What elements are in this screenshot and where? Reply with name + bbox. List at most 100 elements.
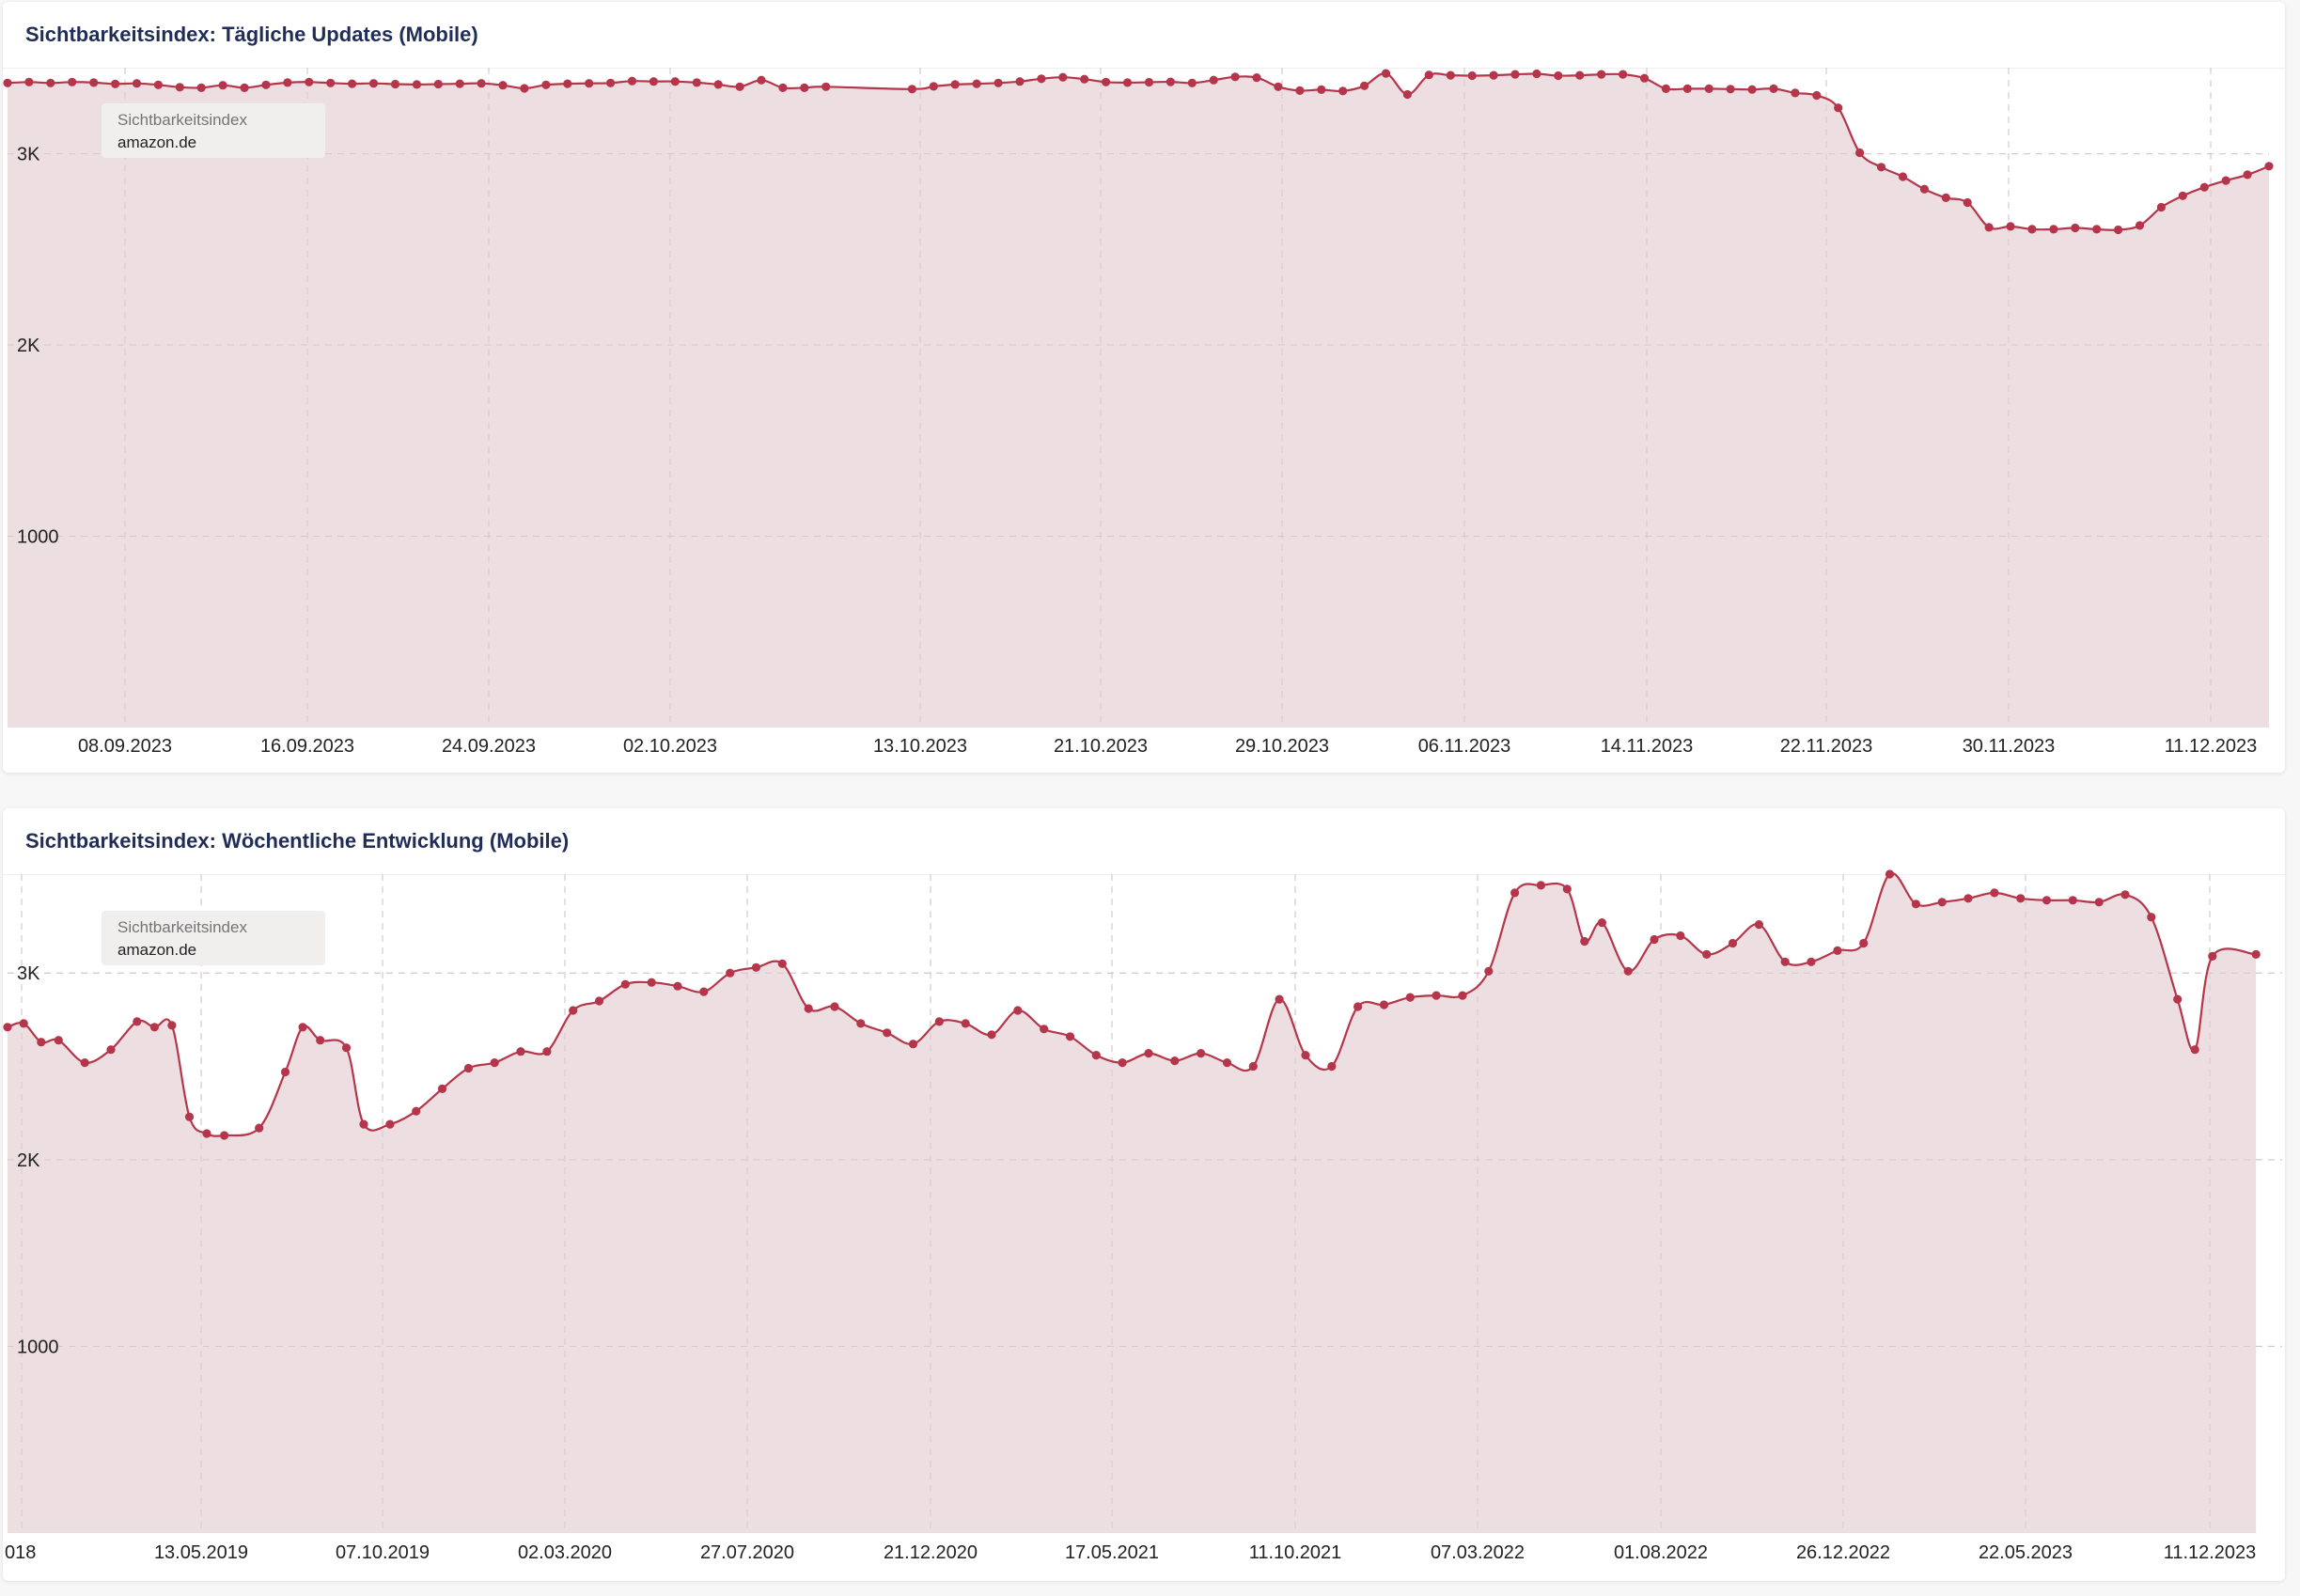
data-point [326,78,336,87]
data-point [620,979,630,989]
data-point [3,1023,12,1032]
data-point [1402,89,1412,100]
data-point [1964,894,1973,903]
data-point [1381,69,1391,78]
x-tick-label: 11.12.2023 [2165,736,2258,757]
data-point [89,78,99,87]
title-divider [3,68,2285,69]
grid-overlay [8,68,2269,728]
data-point [800,83,809,92]
data-point [1619,70,1628,79]
grid-overlay [8,874,2282,1533]
data-point [1458,991,1467,1000]
series-area [8,72,2269,728]
x-tick-label: 17.05.2021 [1065,1542,1159,1563]
x-tick-label: 24.09.2023 [442,736,536,757]
data-point [1510,70,1520,79]
data-point [751,962,761,972]
data-point [1898,172,1908,181]
data-point [994,78,1003,87]
data-point [735,82,744,91]
y-tick-label: 1000 [17,527,59,548]
data-point [1222,1058,1232,1068]
y-axis-labels: 1000 2K 3K [17,963,59,1357]
data-point [1807,957,1816,966]
data-point [1623,966,1633,976]
data-point [1489,70,1498,80]
x-tick-label: 06.11.2023 [1418,736,1511,757]
data-point [757,75,766,85]
data-point [950,80,960,89]
data-point [2120,890,2130,900]
legend-label: Sichtbarkeitsindex [117,918,247,936]
data-point [2251,949,2261,959]
data-point [2071,223,2080,233]
data-point [348,79,357,88]
data-point [1728,938,1738,948]
data-point [1919,184,1929,194]
data-point [647,978,656,987]
data-point [1702,949,1712,959]
data-point [830,1002,839,1011]
data-point [1040,1025,1049,1034]
data-point [1301,1051,1310,1060]
data-point [1209,75,1218,85]
data-point [255,1123,264,1133]
data-point [359,1119,368,1129]
data-point [184,1112,195,1121]
data-point [412,1106,421,1116]
data-point [692,78,701,87]
data-point [1102,77,1111,86]
data-point [1990,888,1999,898]
data-point [987,1030,996,1040]
data-point [80,1058,89,1068]
data-point [1941,193,1950,202]
data-point [167,1021,177,1030]
data-point [699,987,709,996]
data-point [1015,77,1025,86]
data-point [437,1084,447,1093]
data-point [2027,225,2037,234]
data-point [1876,163,1886,172]
data-point [1554,70,1563,81]
data-point [1295,86,1305,95]
data-point [541,80,551,89]
data-point [542,1047,552,1056]
legend-domain: amazon.de [117,941,197,959]
weekly-visibility-chart[interactable]: 1000 2K 3K 018 13.05.2019 07.10.2019 02.03.202… [3,808,2285,1581]
data-point [1122,78,1133,87]
x-tick-label: 11.12.2023 [2164,1542,2257,1563]
data-point [1575,70,1585,80]
x-tick-label: 21.12.2020 [884,1542,978,1563]
data-point [1432,991,1441,1000]
data-point [777,959,787,968]
data-point [202,1129,211,1138]
data-point [1580,936,1589,947]
data-point [1327,1061,1337,1072]
data-point [804,1004,813,1013]
data-point [1275,994,1284,1004]
data-point [1446,70,1455,80]
data-point [455,79,464,88]
data-point [305,77,314,86]
x-axis-labels: 018 13.05.2019 07.10.2019 02.03.2020 27.07.2… [5,1542,2256,1563]
data-point [149,1023,159,1032]
data-point [726,968,735,978]
data-point [412,80,421,89]
data-point [24,77,34,86]
data-point [856,1019,866,1028]
data-point [240,83,249,92]
data-point [433,79,443,89]
data-point [1187,78,1197,87]
data-point [961,1019,970,1028]
data-point [1682,84,1692,93]
data-point [2190,1045,2199,1055]
daily-visibility-chart[interactable]: 1000 2K 3K 08.09.2023 16.09.2023 24.09.2023 02… [3,2,2285,773]
data-point [1833,946,1842,955]
data-point [2147,913,2156,922]
data-point [670,77,680,86]
data-point [907,85,917,94]
data-point [1769,84,1778,93]
data-point [1597,70,1606,79]
x-tick-label: 22.11.2023 [1780,736,1873,757]
